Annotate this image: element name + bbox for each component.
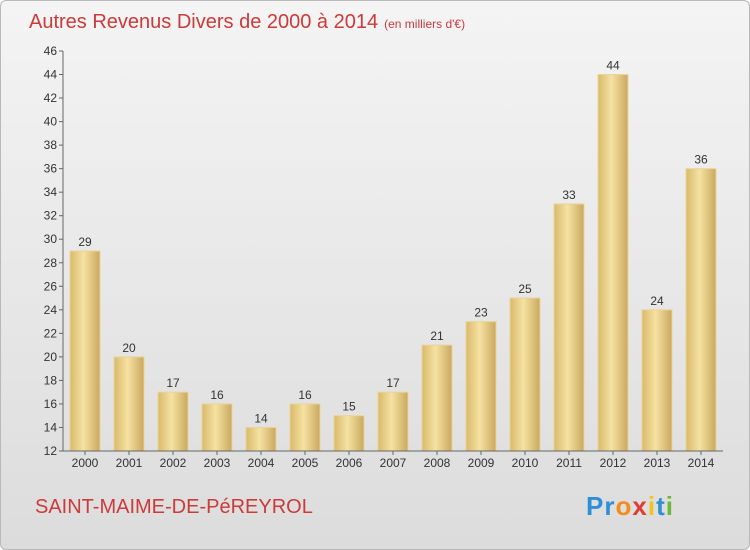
- bar-2002[interactable]: [157, 391, 189, 452]
- logo-letter: t: [656, 491, 666, 521]
- logo-letter: o: [615, 491, 633, 521]
- x-tick-label: 2012: [600, 456, 627, 470]
- y-tick-label: 22: [44, 326, 58, 340]
- bar-value-label: 29: [78, 235, 92, 249]
- y-tick-label: 30: [44, 232, 58, 246]
- logo-letter: i: [647, 491, 657, 521]
- x-tick-label: 2004: [248, 456, 275, 470]
- x-tick-label: 2000: [72, 456, 99, 470]
- y-tick-label: 32: [44, 209, 58, 223]
- x-tick-label: 2006: [336, 456, 363, 470]
- bar-value-label: 21: [430, 329, 444, 343]
- y-axis: 12 14 16 18 20 22 24 26 28 30 32 34 36 38 40 42 44 46: [44, 44, 64, 458]
- x-tick-label: 2014: [688, 456, 715, 470]
- bar-2003[interactable]: [201, 403, 233, 452]
- x-tick-label: 2005: [292, 456, 319, 470]
- bar-2005[interactable]: [289, 403, 321, 452]
- bar-2009[interactable]: [465, 321, 497, 452]
- chart-subtitle: (en milliers d'€): [384, 17, 466, 31]
- y-tick-label: 46: [44, 44, 58, 58]
- bar-value-label: 15: [342, 400, 356, 414]
- bar-value-label: 24: [650, 294, 664, 308]
- chart-title-text: Autres Revenus Divers de 2000 à 2014: [29, 11, 379, 33]
- x-tick-label: 2009: [468, 456, 495, 470]
- logo-letter: x: [632, 491, 648, 521]
- x-tick-label: 2010: [512, 456, 539, 470]
- bar-value-label: 23: [474, 306, 488, 320]
- proxiti-logo[interactable]: Proxiti: [586, 491, 674, 522]
- y-tick-label: 42: [44, 91, 58, 105]
- bar-value-label: 25: [518, 282, 532, 296]
- bar-value-label: 16: [298, 388, 312, 402]
- bar-2001[interactable]: [113, 356, 145, 452]
- y-tick-label: 40: [44, 115, 58, 129]
- bar-2007[interactable]: [377, 391, 409, 452]
- x-tick-label: 2001: [116, 456, 143, 470]
- bar-value-label: 36: [694, 153, 708, 167]
- bars: 29 20 17 16 14 16 15 17 21 23 25 33 44 24 36: [69, 59, 717, 452]
- bar-value-label: 16: [210, 388, 224, 402]
- bar-2011[interactable]: [553, 203, 585, 452]
- bar-2013[interactable]: [641, 309, 673, 452]
- y-tick-label: 18: [44, 373, 58, 387]
- chart-title: Autres Revenus Divers de 2000 à 2014 (en …: [29, 11, 465, 34]
- x-tick-label: 2003: [204, 456, 231, 470]
- y-tick-label: 20: [44, 350, 58, 364]
- bar-value-label: 44: [606, 59, 620, 73]
- logo-letter: P: [586, 491, 605, 521]
- bar-2012[interactable]: [597, 74, 629, 452]
- y-tick-label: 12: [44, 444, 58, 458]
- bar-2004[interactable]: [245, 426, 277, 452]
- bar-2008[interactable]: [421, 344, 453, 452]
- y-tick-label: 14: [44, 420, 58, 434]
- bar-2006[interactable]: [333, 415, 365, 452]
- x-tick-label: 2007: [380, 456, 407, 470]
- x-tick-label: 2008: [424, 456, 451, 470]
- bar-2010[interactable]: [509, 297, 541, 452]
- x-axis: 2000 2001 2002 2003 2004 2005 2006 2007 2008 2009…: [63, 450, 723, 470]
- bar-2014[interactable]: [685, 168, 717, 452]
- x-tick-label: 2011: [556, 456, 582, 470]
- logo-letter: r: [604, 491, 616, 521]
- y-tick-label: 24: [44, 303, 58, 317]
- logo-letter: i: [665, 491, 674, 521]
- x-tick-label: 2013: [644, 456, 671, 470]
- bar-value-label: 17: [166, 376, 180, 390]
- y-tick-label: 36: [44, 162, 58, 176]
- y-tick-label: 44: [44, 68, 58, 82]
- y-tick-label: 26: [44, 279, 58, 293]
- x-tick-label: 2002: [160, 456, 187, 470]
- y-tick-label: 34: [44, 185, 58, 199]
- bar-value-label: 17: [386, 376, 400, 390]
- y-tick-label: 28: [44, 256, 58, 270]
- bar-2000[interactable]: [69, 250, 101, 452]
- bar-value-label: 33: [562, 188, 576, 202]
- y-tick-label: 38: [44, 138, 58, 152]
- bar-value-label: 20: [122, 341, 136, 355]
- y-tick-label: 16: [44, 397, 58, 411]
- commune-name: SAINT-MAIME-DE-PéREYROL: [35, 496, 313, 518]
- bar-value-label: 14: [254, 411, 268, 425]
